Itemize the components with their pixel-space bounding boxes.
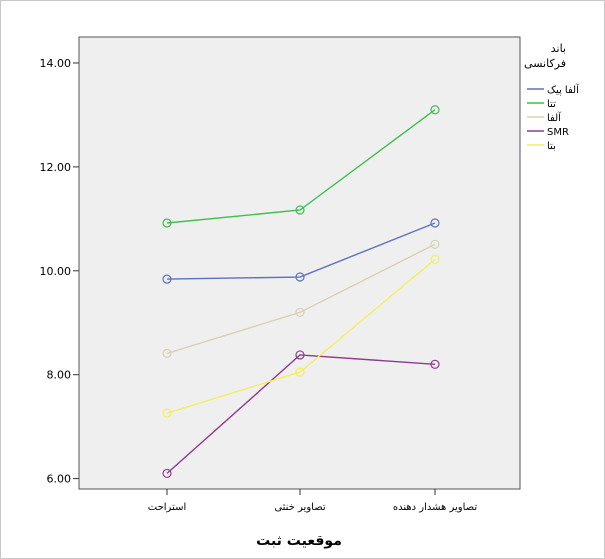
data-point	[295, 272, 305, 282]
data-point	[430, 239, 440, 249]
y-tick-label: 12.00	[40, 161, 72, 174]
data-point	[295, 205, 305, 215]
series-points	[162, 105, 440, 479]
series-line	[166, 258, 436, 414]
legend-label: تتا	[547, 99, 556, 110]
y-axis: 6.00 8.00 10.00 12.00 14.00	[40, 57, 79, 486]
x-axis-title: موقعیت ثبت	[256, 533, 342, 549]
legend-label: SMR	[547, 127, 569, 138]
x-tick-label: تصاویر هشدار دهنده	[393, 502, 477, 513]
data-point	[430, 359, 440, 369]
data-point	[430, 254, 440, 264]
data-point	[162, 218, 172, 228]
y-tick-label: 6.00	[47, 473, 72, 486]
plot-area	[78, 36, 521, 490]
data-point	[295, 367, 305, 377]
data-point	[430, 218, 440, 228]
series-line	[166, 222, 436, 280]
y-tick-label: 8.00	[47, 369, 72, 382]
legend-title-line-1: باند	[551, 42, 566, 55]
data-point	[430, 105, 440, 115]
x-tick-label: استراحت	[148, 502, 186, 513]
series-line	[166, 243, 436, 355]
data-point	[162, 348, 172, 358]
legend-label: آلفا پیک	[547, 83, 580, 96]
data-point	[162, 468, 172, 479]
data-point	[162, 408, 172, 418]
x-tick-label: تصاویر خنثی	[274, 502, 326, 513]
series-line	[166, 354, 436, 474]
data-point	[162, 274, 172, 284]
y-tick-label: 10.00	[40, 265, 72, 278]
series-line	[166, 109, 436, 224]
legend-label: بتا	[547, 141, 556, 152]
y-tick-label: 14.00	[40, 57, 72, 70]
x-axis: استراحت تصاویر خنثی تصاویر هشدار دهنده	[148, 489, 477, 513]
series-lines	[166, 109, 436, 474]
data-point	[295, 307, 305, 317]
legend-title-line-2: فرکانسی	[524, 57, 566, 70]
data-point	[295, 350, 305, 360]
legend-label: آلفا	[547, 111, 562, 124]
